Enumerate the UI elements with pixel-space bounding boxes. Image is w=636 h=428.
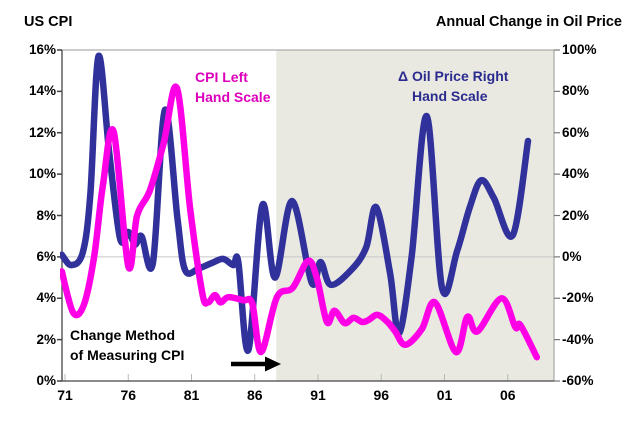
- x-axis-tick-label: 91: [310, 387, 326, 403]
- right-axis-tick-label: 0%: [562, 248, 582, 264]
- left-axis-tick-label: 16%: [28, 42, 56, 57]
- oil-series-label-line2: Hand Scale: [412, 88, 488, 104]
- cpi-line-series: [60, 83, 541, 361]
- x-axis-tick-label: 71: [57, 387, 73, 403]
- x-axis-tick-label: 76: [120, 387, 137, 403]
- right-axis-tick-label: 80%: [562, 83, 590, 99]
- left-axis-tick-label: 2%: [36, 331, 56, 347]
- x-axis-tick-label: 01: [436, 387, 453, 403]
- annotation-arrow-head: [265, 356, 281, 372]
- oil-series-label: Δ Oil Price Right Hand Scale: [398, 66, 508, 106]
- series-group: [60, 52, 541, 361]
- right-axis-title: Annual Change in Oil Price: [435, 14, 622, 30]
- right-axis-tick-label: 100%: [562, 42, 597, 57]
- right-axis-tick-label: 40%: [562, 166, 590, 182]
- right-axis-tick-label: 60%: [562, 124, 590, 140]
- left-axis-tick-label: 8%: [36, 207, 56, 223]
- x-axis-tick-label: 06: [499, 387, 516, 403]
- annotation-line2: of Measuring CPI: [70, 347, 185, 363]
- x-axis-tick-label: 86: [246, 387, 263, 403]
- annotation-line1: Change Method: [70, 327, 175, 343]
- right-axis-tick-label: -20%: [562, 290, 594, 306]
- oil-series-label-line1: Δ Oil Price Right: [398, 68, 509, 84]
- right-axis-tick-label: 20%: [562, 207, 590, 223]
- left-axis-tick-label: 6%: [36, 248, 56, 264]
- right-axis-tick-label: -40%: [562, 331, 594, 347]
- x-axis-tick-label: 81: [183, 387, 200, 403]
- cpi-method-annotation: Change Method of Measuring CPI: [70, 325, 184, 365]
- left-axis-tick-label: 4%: [36, 290, 56, 306]
- right-axis-tick-label: -60%: [562, 373, 594, 388]
- left-axis-tick-label: 10%: [28, 166, 56, 182]
- left-axis-tick-label: 14%: [28, 83, 56, 99]
- cpi-series-label: CPI Left Hand Scale: [195, 67, 270, 107]
- left-axis-title: US CPI: [24, 14, 73, 30]
- x-axis-tick-label: 96: [373, 387, 390, 403]
- cpi-series-label-line1: CPI Left: [195, 69, 248, 85]
- left-axis-tick-label: 0%: [36, 373, 56, 388]
- cpi-series-label-line2: Hand Scale: [195, 89, 271, 105]
- left-axis-tick-label: 12%: [28, 124, 56, 140]
